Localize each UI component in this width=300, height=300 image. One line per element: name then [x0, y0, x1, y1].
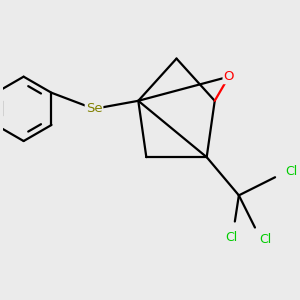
Text: O: O — [224, 70, 234, 83]
Text: Cl: Cl — [259, 233, 271, 246]
Text: Se: Se — [86, 102, 102, 116]
Text: Cl: Cl — [226, 231, 238, 244]
Text: Cl: Cl — [285, 165, 297, 178]
